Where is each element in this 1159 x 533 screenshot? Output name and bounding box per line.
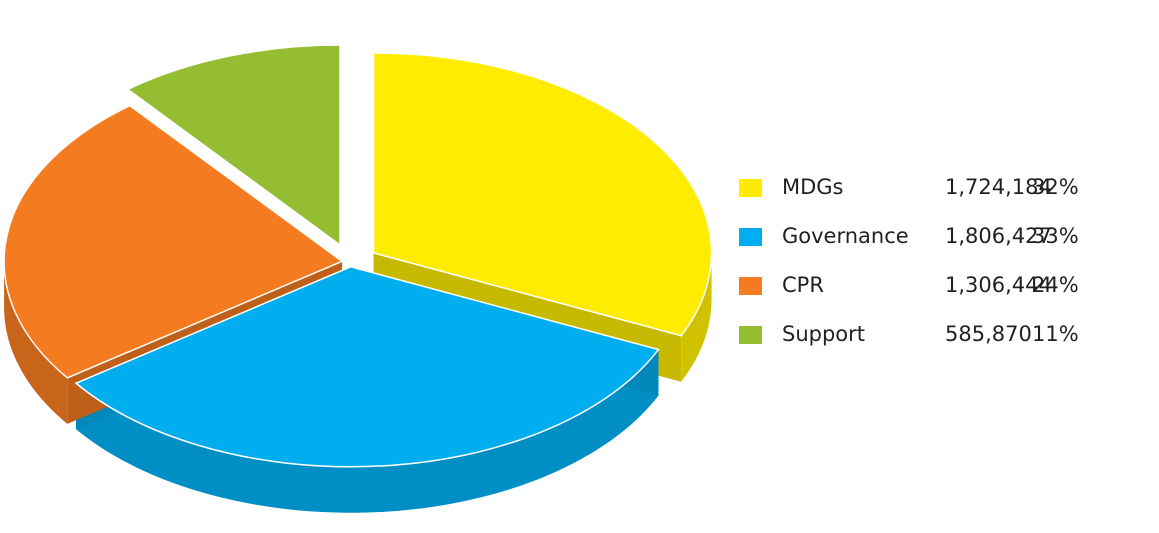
legend-value: 1,306,444 xyxy=(945,273,1052,297)
slice xyxy=(74,265,660,468)
legend-label: Support xyxy=(782,322,865,346)
legend-percent: 32% xyxy=(1032,175,1079,199)
legend-label: MDGs xyxy=(782,175,844,199)
legend-value: 585,870 xyxy=(945,322,1032,346)
legend-value: 1,806,427 xyxy=(945,224,1052,248)
legend-swatch xyxy=(739,228,762,246)
legend-swatch xyxy=(739,179,762,197)
legend-label: Governance xyxy=(782,224,909,248)
slice-side xyxy=(681,252,712,382)
legend-swatch xyxy=(739,277,762,295)
legend-value: 1,724,184 xyxy=(945,175,1052,199)
legend-swatch xyxy=(739,326,762,344)
legend-percent: 33% xyxy=(1032,224,1079,248)
slice-side xyxy=(4,261,68,424)
legend-label: CPR xyxy=(782,273,824,297)
slice xyxy=(126,44,341,247)
legend-percent: 11% xyxy=(1032,322,1079,346)
slice-side xyxy=(76,349,659,513)
slice xyxy=(372,52,713,337)
legend-percent: 24% xyxy=(1032,273,1079,297)
slice xyxy=(3,104,344,379)
